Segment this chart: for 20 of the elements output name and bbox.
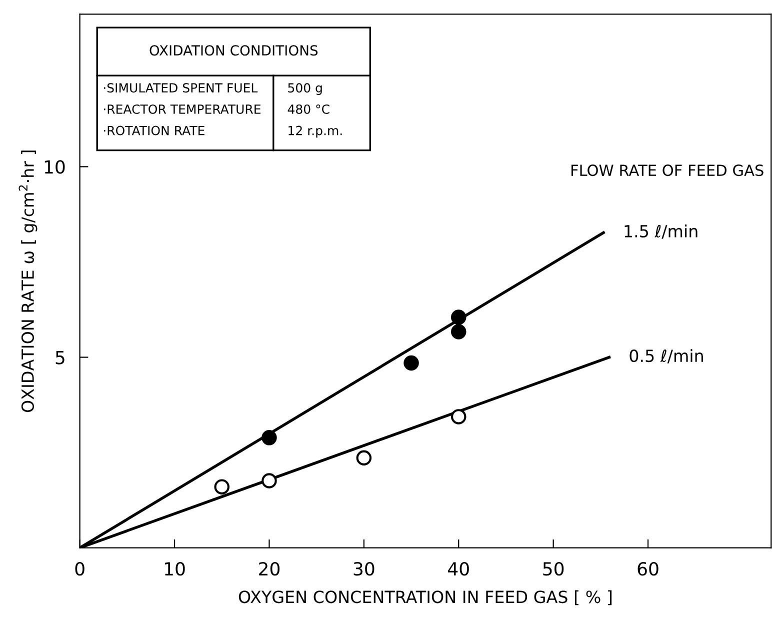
annotation: ·ROTATION RATE (104, 126, 204, 136)
annotation: ·SIMULATED SPENT FUEL (104, 83, 258, 93)
y-tick-label: 5 (56, 350, 64, 364)
annotation: FLOW RATE OF FEED GAS (571, 164, 764, 176)
annotation: OXIDATION CONDITIONS (150, 45, 318, 56)
x-tick-label: 40 (448, 562, 469, 576)
x-tick-label: 10 (165, 562, 185, 576)
annotation: ·REACTOR TEMPERATURE (104, 104, 260, 114)
x-tick-label: 0 (75, 562, 84, 576)
series-label: 1.5 ℓ/min (624, 224, 698, 239)
x-tick-label: 20 (259, 562, 280, 576)
annotation: 480 °C (288, 104, 330, 114)
x-tick-label: 60 (638, 562, 658, 576)
series-label: 0.5 ℓ/min (630, 349, 703, 364)
x-axis-title: OXYGEN CONCENTRATION IN FEED GAS [ % ] (238, 590, 612, 606)
x-tick-label: 50 (543, 562, 564, 576)
y-axis-title: OXIDATION RATE ω [ g/cm$^{2}$·hr ] (18, 150, 38, 412)
x-tick-label: 30 (354, 562, 374, 576)
annotation: 500 g (288, 83, 322, 95)
annotation: 12 r.p.m. (288, 126, 342, 138)
